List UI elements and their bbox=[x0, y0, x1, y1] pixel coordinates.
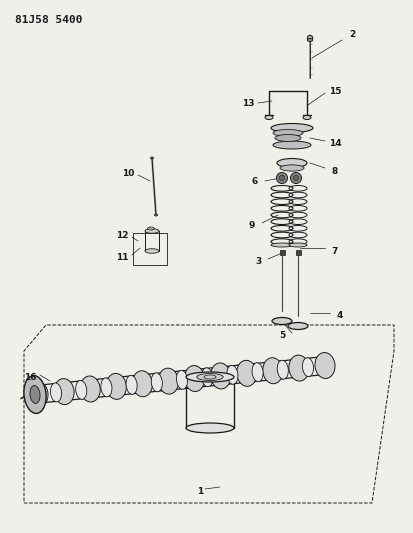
Ellipse shape bbox=[196, 374, 223, 381]
Ellipse shape bbox=[151, 373, 162, 392]
Text: 14: 14 bbox=[328, 139, 340, 148]
Ellipse shape bbox=[279, 175, 284, 181]
Ellipse shape bbox=[264, 116, 272, 119]
Ellipse shape bbox=[277, 360, 288, 379]
Ellipse shape bbox=[145, 249, 159, 253]
Ellipse shape bbox=[76, 381, 87, 399]
Ellipse shape bbox=[302, 116, 310, 119]
Ellipse shape bbox=[106, 374, 126, 399]
Ellipse shape bbox=[176, 370, 187, 389]
Ellipse shape bbox=[288, 243, 306, 247]
Ellipse shape bbox=[184, 366, 204, 392]
Ellipse shape bbox=[271, 124, 312, 133]
Text: 12: 12 bbox=[116, 230, 128, 239]
Ellipse shape bbox=[262, 358, 282, 384]
Ellipse shape bbox=[201, 368, 212, 387]
Ellipse shape bbox=[306, 35, 312, 41]
Ellipse shape bbox=[272, 141, 310, 149]
Text: 16: 16 bbox=[24, 373, 36, 382]
Ellipse shape bbox=[158, 368, 178, 394]
Text: 3: 3 bbox=[254, 256, 261, 265]
Ellipse shape bbox=[274, 134, 300, 141]
Text: 81J58 5400: 81J58 5400 bbox=[15, 15, 82, 25]
Text: 11: 11 bbox=[116, 254, 128, 262]
Ellipse shape bbox=[132, 371, 152, 397]
Ellipse shape bbox=[272, 130, 302, 136]
Text: 8: 8 bbox=[331, 166, 337, 175]
Ellipse shape bbox=[147, 227, 154, 230]
Ellipse shape bbox=[226, 365, 237, 384]
Ellipse shape bbox=[24, 376, 46, 414]
Ellipse shape bbox=[287, 322, 307, 329]
Text: 15: 15 bbox=[328, 86, 340, 95]
Ellipse shape bbox=[150, 157, 153, 159]
Text: 1: 1 bbox=[197, 487, 203, 496]
Text: 4: 4 bbox=[336, 311, 342, 319]
Ellipse shape bbox=[30, 385, 40, 403]
Ellipse shape bbox=[290, 173, 301, 183]
Ellipse shape bbox=[185, 423, 233, 433]
Ellipse shape bbox=[271, 318, 291, 325]
Bar bbox=[279, 250, 284, 255]
Ellipse shape bbox=[306, 38, 312, 42]
Ellipse shape bbox=[126, 375, 137, 394]
Text: 7: 7 bbox=[331, 246, 337, 255]
Ellipse shape bbox=[28, 381, 48, 407]
Text: 13: 13 bbox=[241, 99, 254, 108]
Ellipse shape bbox=[292, 175, 298, 181]
Ellipse shape bbox=[236, 360, 256, 386]
Text: 9: 9 bbox=[248, 221, 254, 230]
Ellipse shape bbox=[54, 378, 74, 405]
Ellipse shape bbox=[279, 165, 303, 171]
Ellipse shape bbox=[185, 372, 233, 382]
Ellipse shape bbox=[271, 243, 292, 247]
Text: 2: 2 bbox=[348, 30, 354, 39]
Ellipse shape bbox=[154, 214, 157, 216]
Ellipse shape bbox=[288, 355, 308, 381]
Text: 10: 10 bbox=[121, 168, 134, 177]
Ellipse shape bbox=[210, 363, 230, 389]
Bar bbox=[295, 250, 300, 255]
Text: 5: 5 bbox=[278, 330, 285, 340]
Ellipse shape bbox=[50, 383, 62, 402]
Ellipse shape bbox=[276, 158, 306, 167]
Ellipse shape bbox=[302, 358, 313, 377]
Text: 6: 6 bbox=[251, 176, 257, 185]
Bar bbox=[133, 233, 166, 265]
Ellipse shape bbox=[252, 363, 263, 382]
Ellipse shape bbox=[145, 229, 159, 233]
Ellipse shape bbox=[80, 376, 100, 402]
Ellipse shape bbox=[314, 352, 334, 378]
Ellipse shape bbox=[276, 173, 287, 183]
Ellipse shape bbox=[101, 378, 112, 397]
